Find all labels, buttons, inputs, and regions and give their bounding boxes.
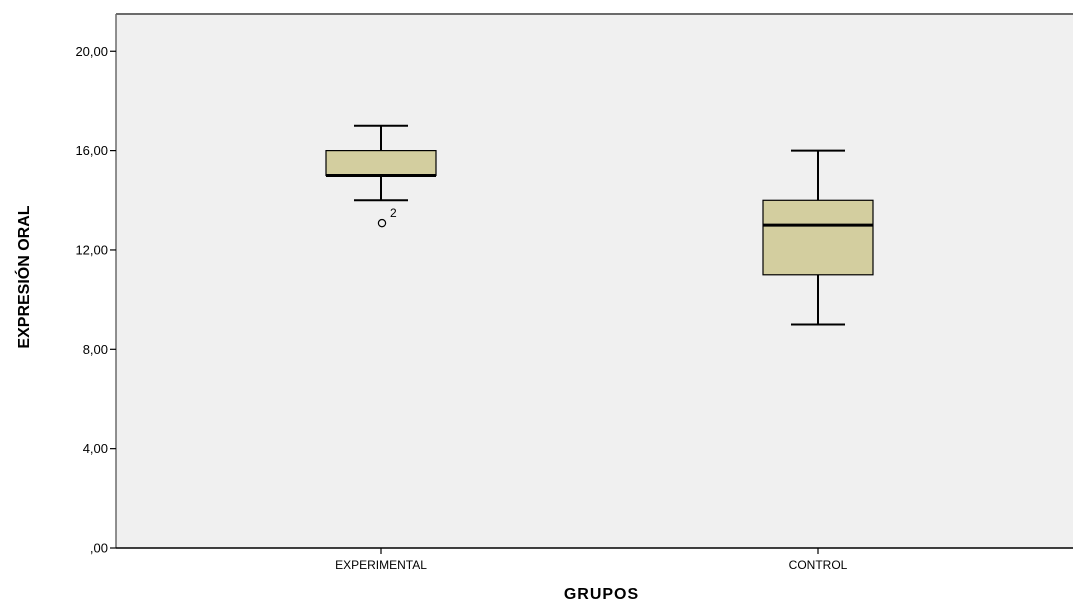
box-group: 2 <box>325 124 437 228</box>
y-tick-label: ,00 <box>90 541 108 556</box>
outlier-label: 2 <box>390 206 397 220</box>
y-tick-label: 12,00 <box>75 242 108 257</box>
plot-frame <box>115 13 1073 549</box>
y-axis-title: EXPRESIÓN ORAL <box>14 205 33 348</box>
box-iqr <box>325 150 437 177</box>
y-tick-label: 4,00 <box>83 441 108 456</box>
y-axis: ,00 4,00 8,00 12,00 16,00 20,00 <box>75 44 116 556</box>
x-category-label: EXPERIMENTAL <box>335 558 427 572</box>
box-group <box>762 149 874 326</box>
x-category-label: CONTROL <box>789 558 848 572</box>
y-tick-label: 8,00 <box>83 342 108 357</box>
y-tick-label: 20,00 <box>75 44 108 59</box>
plot-area <box>116 14 1073 548</box>
box-iqr <box>762 199 874 276</box>
boxes: 2 <box>325 124 874 326</box>
x-axis-title: GRUPOS <box>564 586 639 601</box>
outlier-point <box>377 218 387 228</box>
x-axis: EXPERIMENTAL CONTROL <box>335 548 848 572</box>
y-tick-label: 16,00 <box>75 143 108 158</box>
